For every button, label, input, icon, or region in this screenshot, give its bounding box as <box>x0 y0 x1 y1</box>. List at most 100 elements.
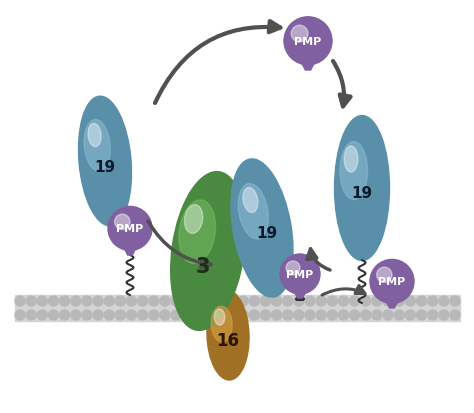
Circle shape <box>405 310 415 320</box>
Circle shape <box>316 310 326 320</box>
Circle shape <box>450 296 460 306</box>
Circle shape <box>216 310 226 320</box>
Circle shape <box>127 310 137 320</box>
Circle shape <box>417 296 427 306</box>
Circle shape <box>439 310 449 320</box>
Circle shape <box>394 310 404 320</box>
Circle shape <box>439 296 449 306</box>
Ellipse shape <box>184 205 203 234</box>
Circle shape <box>71 310 81 320</box>
Polygon shape <box>299 59 317 71</box>
Circle shape <box>284 18 332 66</box>
Circle shape <box>405 296 415 306</box>
FancyArrowPatch shape <box>307 249 330 271</box>
Circle shape <box>60 296 70 306</box>
Circle shape <box>137 310 148 320</box>
Circle shape <box>272 296 282 306</box>
Ellipse shape <box>340 142 367 200</box>
Circle shape <box>48 310 58 320</box>
FancyArrowPatch shape <box>322 286 365 295</box>
Circle shape <box>48 296 58 306</box>
Ellipse shape <box>243 188 258 213</box>
Circle shape <box>26 296 36 306</box>
Circle shape <box>171 296 181 306</box>
Text: 19: 19 <box>256 226 278 241</box>
FancyArrowPatch shape <box>155 22 280 104</box>
Circle shape <box>160 296 170 306</box>
Circle shape <box>104 310 114 320</box>
Circle shape <box>149 296 159 306</box>
Ellipse shape <box>207 290 249 380</box>
Ellipse shape <box>231 159 293 297</box>
Circle shape <box>328 296 337 306</box>
Circle shape <box>361 310 371 320</box>
Ellipse shape <box>179 201 216 264</box>
Circle shape <box>160 310 170 320</box>
Circle shape <box>450 310 460 320</box>
Circle shape <box>338 310 348 320</box>
Circle shape <box>60 310 70 320</box>
Circle shape <box>15 296 25 306</box>
Circle shape <box>227 296 237 306</box>
Circle shape <box>227 310 237 320</box>
Circle shape <box>370 260 414 304</box>
Circle shape <box>249 296 259 306</box>
Circle shape <box>361 296 371 306</box>
Ellipse shape <box>79 97 131 226</box>
Circle shape <box>417 310 427 320</box>
Circle shape <box>115 296 126 306</box>
Circle shape <box>377 268 392 283</box>
Circle shape <box>182 296 192 306</box>
Circle shape <box>294 296 304 306</box>
Ellipse shape <box>344 147 358 173</box>
Polygon shape <box>122 244 138 255</box>
Circle shape <box>193 296 203 306</box>
Circle shape <box>205 310 215 320</box>
Circle shape <box>82 296 92 306</box>
Circle shape <box>127 296 137 306</box>
Circle shape <box>115 310 126 320</box>
Circle shape <box>205 296 215 306</box>
Circle shape <box>383 310 393 320</box>
Circle shape <box>249 310 259 320</box>
Text: 3: 3 <box>196 256 210 276</box>
Ellipse shape <box>238 184 268 239</box>
Ellipse shape <box>211 306 232 342</box>
Circle shape <box>71 296 81 306</box>
Circle shape <box>108 207 152 251</box>
Circle shape <box>350 310 360 320</box>
Polygon shape <box>384 297 400 308</box>
Circle shape <box>238 296 248 306</box>
Ellipse shape <box>214 309 225 325</box>
Circle shape <box>137 296 148 306</box>
Circle shape <box>316 296 326 306</box>
Circle shape <box>280 254 320 294</box>
Circle shape <box>115 215 130 230</box>
Circle shape <box>37 310 47 320</box>
Circle shape <box>272 310 282 320</box>
Text: 16: 16 <box>217 331 239 349</box>
Circle shape <box>305 296 315 306</box>
Text: PMP: PMP <box>294 37 322 47</box>
Ellipse shape <box>171 172 246 330</box>
Circle shape <box>82 310 92 320</box>
Circle shape <box>216 296 226 306</box>
Circle shape <box>294 310 304 320</box>
Circle shape <box>305 310 315 320</box>
Text: PMP: PMP <box>286 269 314 279</box>
Circle shape <box>238 310 248 320</box>
Circle shape <box>291 26 308 43</box>
Circle shape <box>260 296 270 306</box>
Circle shape <box>171 310 181 320</box>
Circle shape <box>372 310 382 320</box>
Circle shape <box>15 310 25 320</box>
Circle shape <box>428 310 438 320</box>
Circle shape <box>260 310 270 320</box>
Circle shape <box>372 296 382 306</box>
Circle shape <box>350 296 360 306</box>
Text: PMP: PMP <box>117 224 144 234</box>
Circle shape <box>283 296 292 306</box>
Circle shape <box>383 296 393 306</box>
Circle shape <box>149 310 159 320</box>
FancyArrowPatch shape <box>148 221 211 269</box>
